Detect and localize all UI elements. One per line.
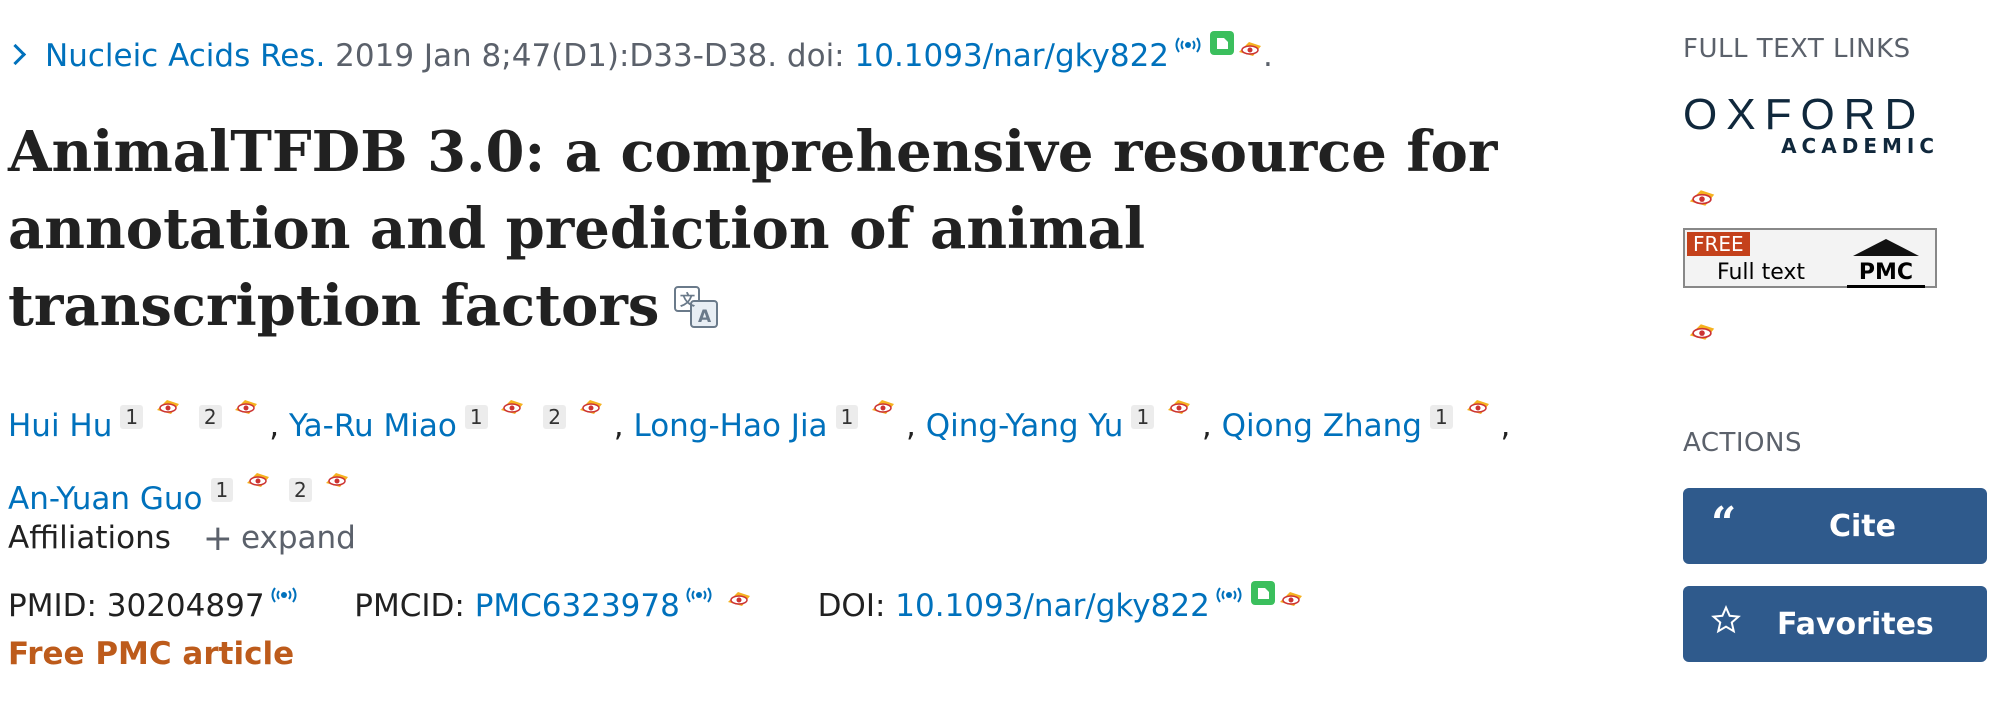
identifiers-row: PMID: 30204897 PMCID: PMC6323978 DOI: 10… [8,576,1304,624]
affiliation-number[interactable]: 2 [543,405,567,429]
affiliation-number[interactable]: 1 [210,478,234,502]
broadcast-icon[interactable] [1214,576,1244,612]
full-text-links-heading: FULL TEXT LINKS [1683,34,1911,64]
pmid-label: PMID: [8,588,97,624]
author-item: Qing-Yang Yu 1 , [925,400,1212,444]
expand-label: expand [240,520,356,556]
pmc-logo: PMC [1847,236,1925,288]
journal-link[interactable]: Nucleic Acids Res. [45,38,326,74]
favorites-label: Favorites [1777,606,1934,642]
cite-label: Cite [1829,508,1896,544]
doi-link[interactable]: 10.1093/nar/gky822 [895,588,1210,624]
eye-extension-icon[interactable] [1278,580,1304,616]
author-item: Ya-Ru Miao 1 2 , [289,400,624,444]
affiliation-number[interactable]: 1 [1131,405,1155,429]
author-separator: , [1201,408,1212,444]
author-separator: , [269,408,280,444]
doi-label: DOI: [817,588,886,624]
author-name-link[interactable]: Hui Hu [8,408,113,444]
broadcast-icon[interactable] [269,576,299,612]
affiliation-number[interactable]: 1 [835,405,859,429]
eye-extension-icon[interactable] [578,380,604,433]
article-title: AnimalTFDB 3.0: a comprehensive resource… [8,114,1508,349]
eye-extension-icon[interactable] [726,580,752,616]
eye-extension-icon[interactable] [1237,30,1263,66]
author-separator: , [613,408,624,444]
svg-text:文: 文 [680,291,696,309]
author-name-link[interactable]: Qiong Zhang [1221,408,1422,444]
citation-details: 2019 Jan 8;47(D1):D33-D38. doi: [335,38,845,74]
author-name-link[interactable]: Qing-Yang Yu [925,408,1124,444]
author-separator: , [1500,408,1511,444]
eye-extension-icon[interactable] [870,380,896,433]
pmid-value: 30204897 [106,588,265,624]
svg-text:A: A [698,307,712,327]
author-item: Hui Hu 1 2 , [8,400,280,444]
article-title-text: AnimalTFDB 3.0: a comprehensive resource… [8,119,1498,339]
eye-extension-icon[interactable] [1465,380,1491,433]
eye-extension-icon[interactable] [1687,188,1717,212]
oxford-logo-sub: ACADEMIC [1781,134,1939,158]
broadcast-icon[interactable] [1173,26,1203,62]
author-item: Long-Hao Jia 1 , [633,400,916,444]
author-name-link[interactable]: Long-Hao Jia [633,408,828,444]
pmcid-link[interactable]: PMC6323978 [474,588,680,624]
eye-extension-icon[interactable] [245,453,271,506]
author-item: An-Yuan Guo 1 2 [8,473,350,517]
plus-icon: + [202,518,233,559]
pmc-fulltext-label: Full text [1717,260,1806,285]
author-name-link[interactable]: An-Yuan Guo [8,481,203,517]
eye-extension-icon[interactable] [1687,322,1717,346]
quote-icon: “ [1711,498,1737,549]
citation-doi-link[interactable]: 10.1093/nar/gky822 [854,38,1170,74]
pmc-full-text-link[interactable]: FREE Full text PMC [1683,228,1937,288]
eye-extension-icon[interactable] [499,380,525,433]
pmcid-label: PMCID: [354,588,465,624]
oxford-academic-link[interactable]: OXFORD ACADEMIC [1683,90,1943,158]
favorites-button[interactable]: Favorites [1683,586,1987,662]
affiliation-number[interactable]: 1 [1430,405,1453,429]
eye-extension-icon[interactable] [324,453,350,506]
citation-end: . [1263,38,1273,74]
citation-line: Nucleic Acids Res. 2019 Jan 8;47(D1):D33… [4,26,1273,74]
author-item: Qiong Zhang 1 , [1221,400,1511,444]
affiliations-label: Affiliations [8,520,171,556]
actions-heading: ACTIONS [1683,428,1802,458]
pmc-free-label: FREE [1687,232,1750,256]
affiliation-number[interactable]: 2 [288,478,312,502]
affiliations-expand-button[interactable]: + expand [202,518,356,559]
affiliation-number[interactable]: 1 [120,405,144,429]
green-document-icon[interactable] [1209,28,1235,64]
affiliations-row: Affiliations + expand [8,518,356,559]
oxford-logo-word: OXFORD [1683,90,1926,139]
author-name-link[interactable]: Ya-Ru Miao [289,408,457,444]
chevron-right-icon[interactable] [4,43,27,66]
eye-extension-icon[interactable] [155,380,181,433]
affiliation-number[interactable]: 1 [464,405,488,429]
broadcast-icon[interactable] [684,576,714,612]
cite-button[interactable]: “ Cite [1683,488,1987,564]
eye-extension-icon[interactable] [233,380,259,433]
pmc-logo-text: PMC [1847,260,1925,288]
green-document-icon[interactable] [1250,578,1276,614]
author-separator: , [906,408,916,444]
free-pmc-article-badge: Free PMC article [8,636,295,672]
author-list: Hui Hu 1 2 , Ya-Ru Miao 1 2 , Long-Hao Jia… [8,380,1528,526]
star-icon [1711,605,1741,643]
affiliation-number[interactable]: 2 [198,405,222,429]
eye-extension-icon[interactable] [1166,380,1192,433]
